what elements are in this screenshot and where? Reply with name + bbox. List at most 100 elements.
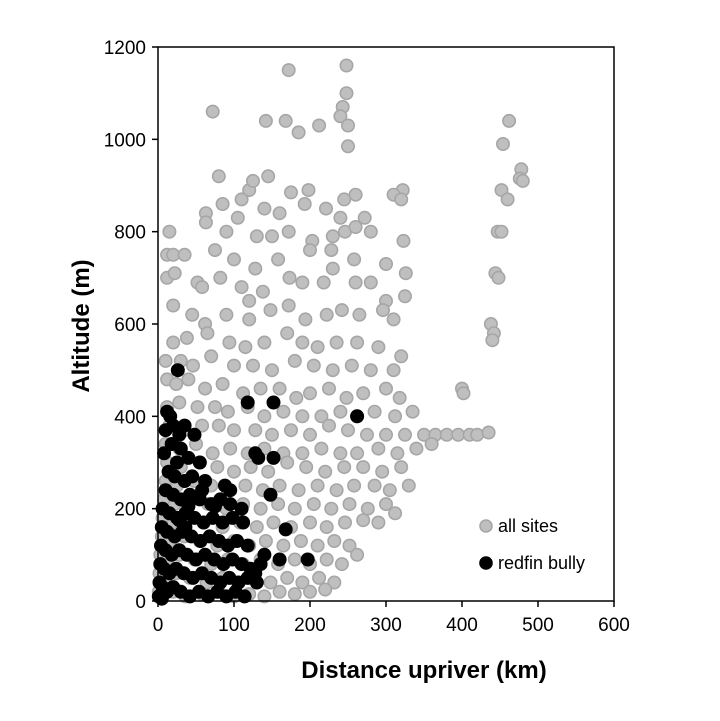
data-point (190, 400, 205, 415)
data-point (333, 404, 348, 419)
data-point (340, 118, 355, 133)
data-point (204, 349, 219, 364)
data-point (392, 390, 407, 405)
data-point (340, 139, 355, 154)
data-point (264, 427, 279, 442)
data-point (287, 587, 302, 602)
data-point (249, 520, 264, 535)
data-point (280, 455, 295, 470)
data-point (371, 340, 386, 355)
data-point (470, 427, 485, 442)
legend-label-redfin-bully: redfin bully (498, 553, 585, 573)
data-point (302, 243, 317, 258)
data-point (170, 363, 185, 378)
data-point (237, 589, 252, 604)
data-point (356, 460, 371, 475)
data-point (263, 303, 278, 318)
y-tick-label: 400 (114, 407, 146, 428)
x-tick-label: 0 (153, 615, 164, 636)
data-point (334, 557, 349, 572)
data-point (258, 113, 273, 128)
data-point (195, 418, 210, 433)
data-point (319, 520, 334, 535)
data-point (230, 210, 245, 225)
data-point (367, 478, 382, 493)
data-point (220, 404, 235, 419)
data-point (223, 441, 238, 456)
data-point (185, 307, 200, 322)
data-point (215, 376, 230, 391)
data-point (388, 506, 403, 521)
data-point (347, 252, 362, 267)
data-point (238, 478, 253, 493)
data-point (314, 441, 329, 456)
data-point (266, 515, 281, 530)
data-point (363, 363, 378, 378)
data-point (272, 206, 287, 221)
data-point (283, 423, 298, 438)
data-point (281, 298, 296, 313)
data-point (367, 404, 382, 419)
data-point (363, 224, 378, 239)
legend-label-all-sites: all sites (498, 516, 558, 536)
x-tick-label: 300 (370, 615, 402, 636)
data-point (181, 499, 196, 514)
data-point (240, 538, 255, 553)
data-point (257, 547, 272, 562)
data-point (272, 552, 287, 567)
data-point (257, 409, 272, 424)
data-point (213, 270, 228, 285)
data-point (166, 247, 181, 262)
data-point (334, 303, 349, 318)
data-point (340, 423, 355, 438)
data-point (318, 201, 333, 216)
data-point (195, 483, 210, 498)
data-point (222, 335, 237, 350)
data-point (172, 395, 187, 410)
data-point (502, 113, 517, 128)
data-point (337, 460, 352, 475)
y-tick-label: 1200 (104, 38, 146, 59)
data-point (347, 478, 362, 493)
data-point (211, 418, 226, 433)
data-point (167, 266, 182, 281)
data-point (234, 192, 249, 207)
data-point (302, 386, 317, 401)
data-point (278, 113, 293, 128)
data-point (276, 404, 291, 419)
data-point (397, 427, 412, 442)
data-point (289, 390, 304, 405)
data-point (388, 409, 403, 424)
data-point (223, 497, 238, 512)
data-point (350, 446, 365, 461)
data-point (172, 513, 187, 528)
data-point (243, 460, 258, 475)
data-point (263, 487, 278, 502)
data-point (310, 340, 325, 355)
data-point (319, 552, 334, 567)
data-point (187, 427, 202, 442)
data-point (234, 280, 249, 295)
data-point (324, 243, 339, 258)
data-point (348, 220, 363, 235)
data-point (494, 224, 509, 239)
data-point (253, 501, 268, 516)
data-point (295, 446, 310, 461)
data-point (177, 418, 192, 433)
data-point (375, 303, 390, 318)
data-point (337, 515, 352, 530)
data-point (500, 192, 515, 207)
data-point (295, 575, 310, 590)
data-point (485, 333, 500, 348)
data-point (166, 335, 181, 350)
data-point (248, 261, 263, 276)
data-point (251, 450, 266, 465)
data-point (333, 446, 348, 461)
data-point (321, 381, 336, 396)
data-point (329, 483, 344, 498)
data-point (205, 104, 220, 119)
data-point (208, 400, 223, 415)
data-point (158, 423, 173, 438)
data-point (325, 363, 340, 378)
